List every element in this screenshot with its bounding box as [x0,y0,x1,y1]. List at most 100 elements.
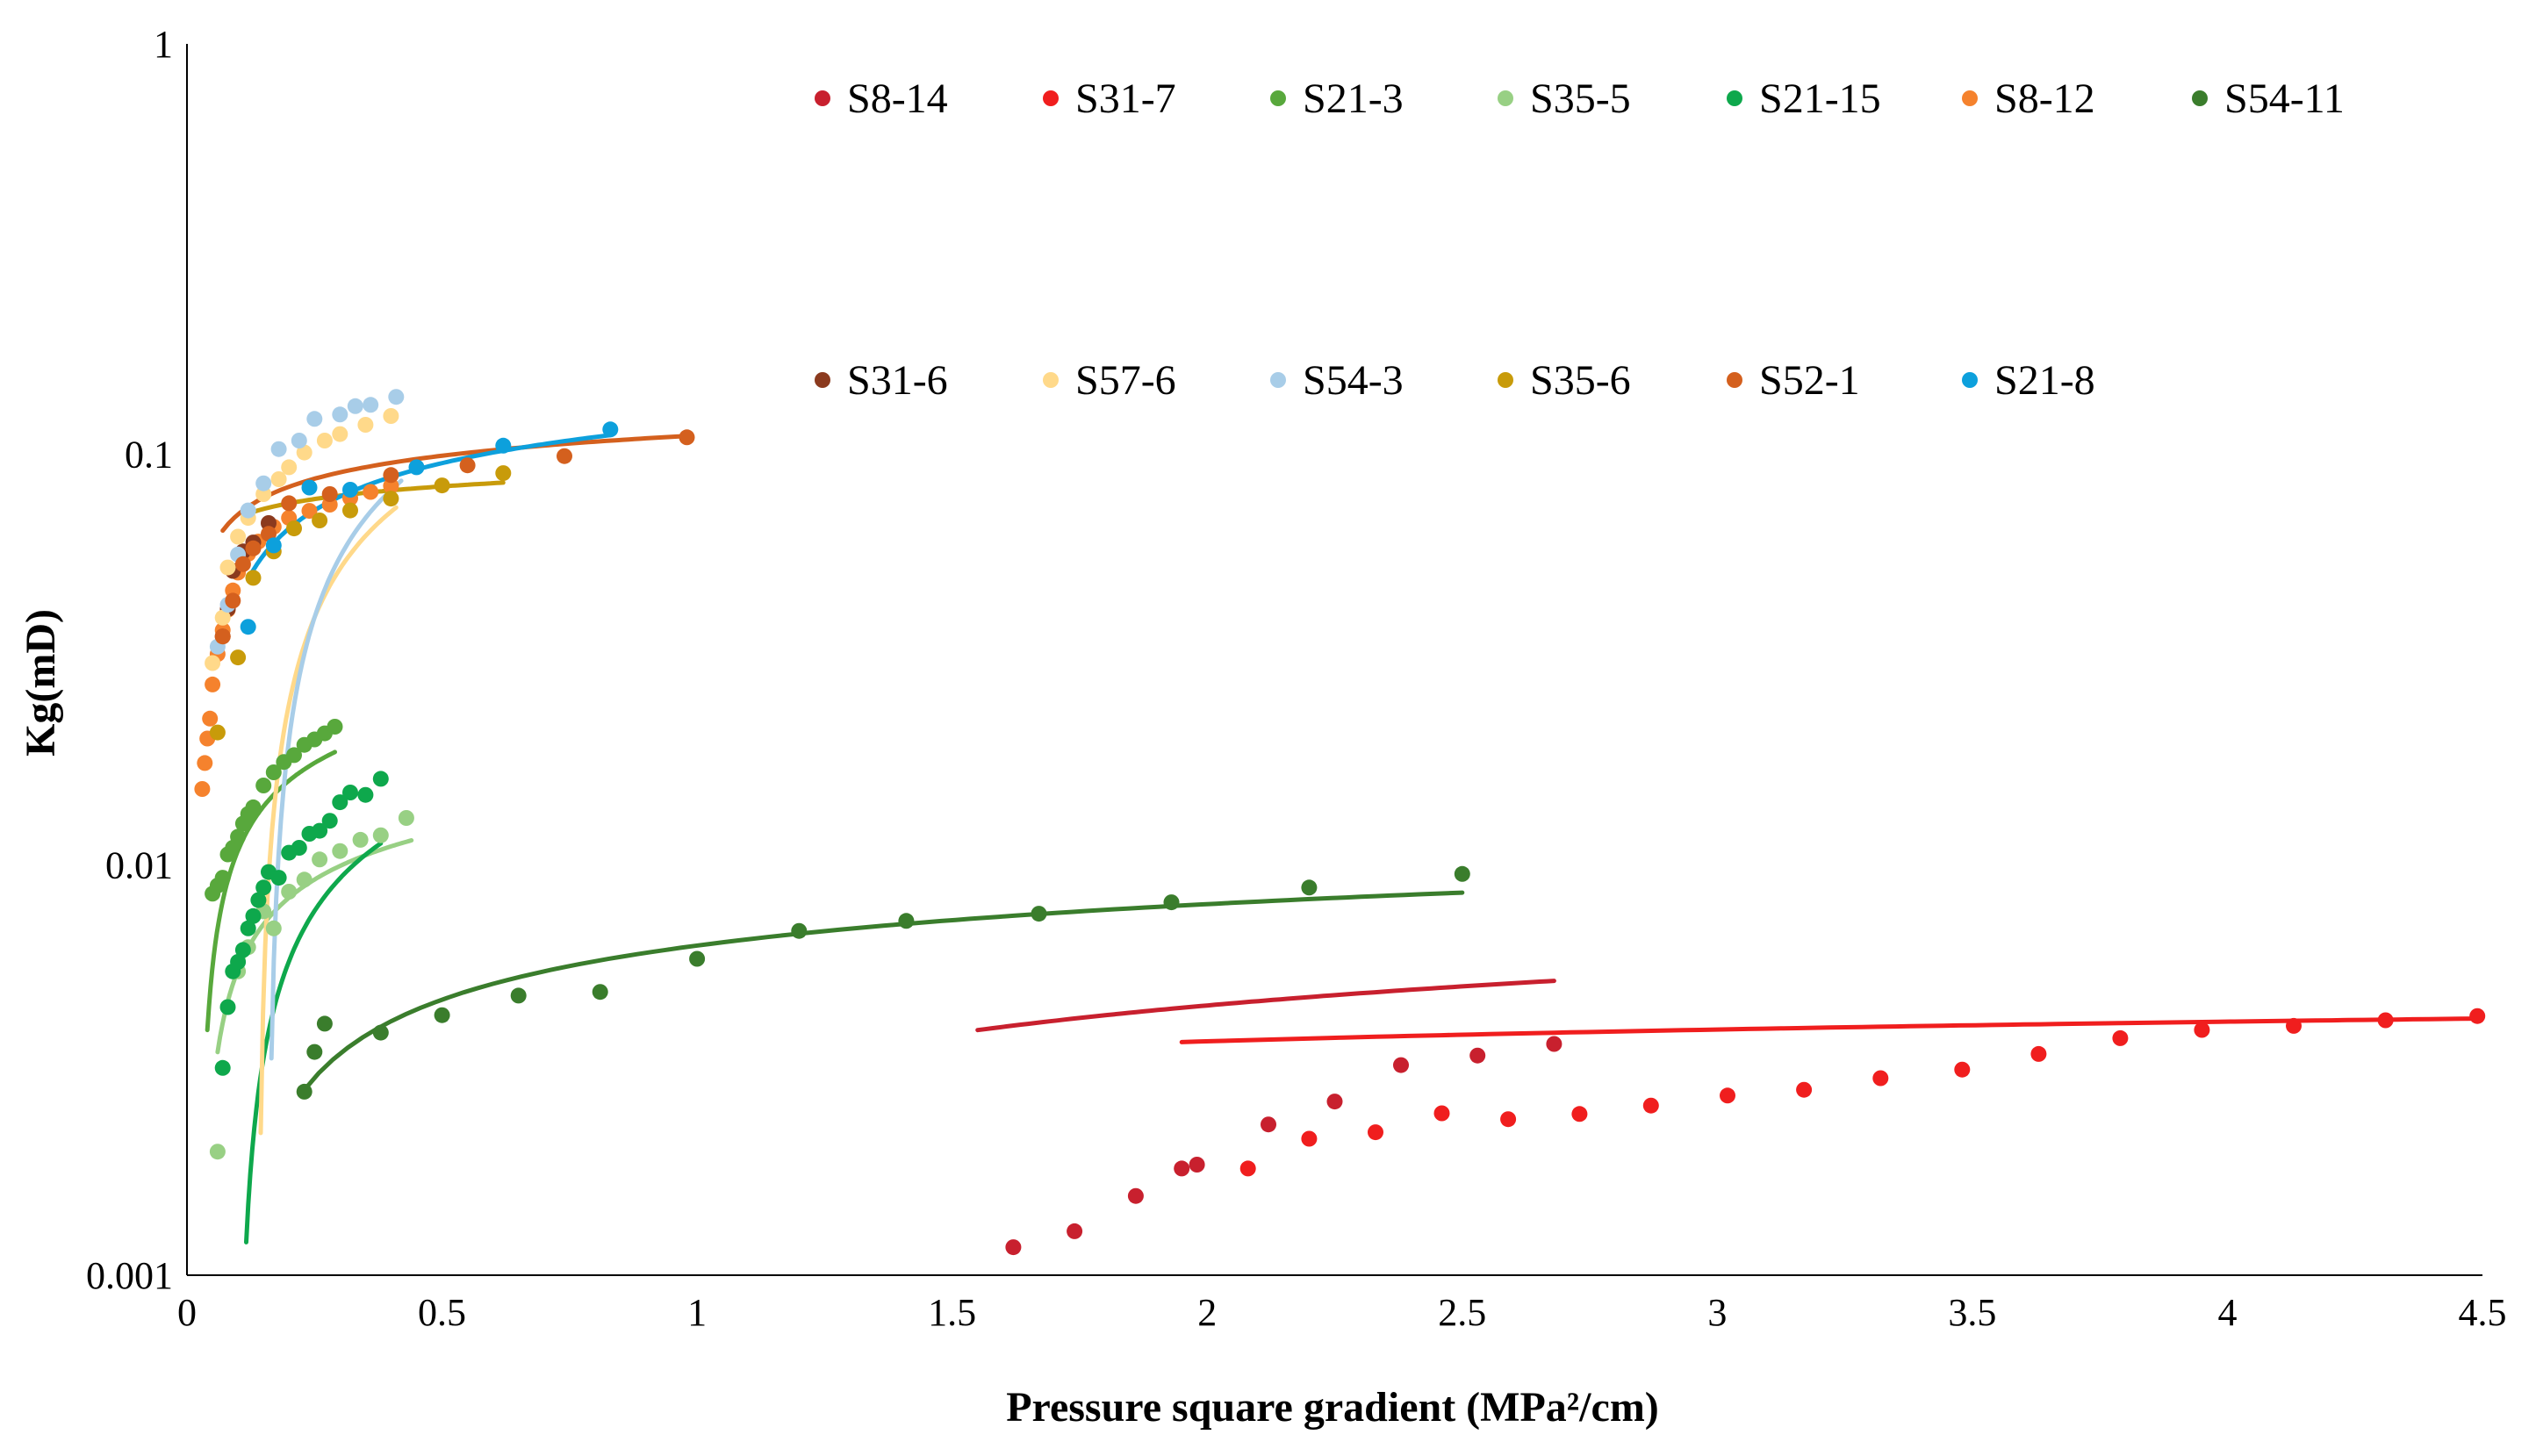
legend-marker-s8-14 [815,90,830,106]
data-point-s52-1 [557,448,572,464]
data-point-s31-7 [2469,1008,2486,1024]
data-point-s54-11 [592,984,608,1001]
data-point-s31-7 [1500,1111,1517,1128]
x-tick-label: 1.5 [928,1291,976,1334]
data-point-s52-1 [459,457,476,474]
legend-marker-s54-3 [1270,372,1286,388]
data-point-s52-1 [234,556,251,572]
trendline-s52-1 [220,434,689,534]
data-point-s54-3 [240,502,256,519]
data-point-s35-5 [352,831,369,848]
data-point-s35-6 [245,570,262,586]
data-point-s54-3 [347,398,363,414]
legend-marker-s21-3 [1270,90,1286,106]
data-point-s21-3 [255,778,272,793]
y-tick-label: 0.001 [86,1254,173,1297]
legend-marker-s35-5 [1498,90,1513,106]
data-point-s54-11 [434,1007,450,1023]
data-point-s35-5 [296,871,313,888]
y-tick-label: 0.1 [125,434,173,477]
data-point-s21-15 [357,786,374,803]
trendline-s54-11 [302,890,1465,1093]
data-point-s35-6 [230,649,247,666]
legend-label-s54-11: S54-11 [2224,75,2345,122]
data-point-s21-8 [342,482,358,498]
data-point-s31-7 [2286,1017,2302,1034]
data-point-s35-6 [286,520,302,537]
data-point-s57-6 [357,417,374,433]
x-tick-label: 0 [177,1291,197,1334]
data-point-s54-11 [791,922,808,939]
data-point-s31-6 [261,515,277,531]
data-point-s54-3 [270,441,287,457]
axes: 0 0.5 1 1.5 2 2.5 3 3.5 4 4.5 0.001 0.01 0.1 1 [86,23,2507,1334]
legend-label-s31-6: S31-6 [847,357,948,404]
data-point-s31-7 [1239,1160,1256,1177]
data-point-s52-1 [383,467,399,484]
data-point-s8-14 [1393,1057,1409,1073]
data-point-s52-1 [214,628,231,645]
x-tick-label: 4 [2217,1291,2237,1334]
data-point-s35-5 [209,1144,226,1160]
data-point-s21-8 [602,421,619,438]
legend-marker-s21-8 [1962,372,1978,388]
trendline-s21-15 [244,841,384,1244]
data-point-s57-6 [296,444,313,461]
data-point-s54-11 [1031,906,1047,922]
legend: S8-14 S31-7 S21-3 S35-5 S21-15 S8-12 S54-11 S31… [815,75,2345,404]
data-point-s57-6 [214,609,231,626]
data-point-s21-3 [230,828,247,845]
trendline-s57-6 [258,505,399,1136]
data-point-s54-11 [306,1044,323,1060]
trendlines [205,433,2480,1244]
data-point-s57-6 [281,459,298,476]
x-tick-label: 3.5 [1948,1291,1996,1334]
data-point-s8-12 [197,755,213,771]
data-point-s31-7 [1571,1106,1588,1122]
legend-marker-s52-1 [1727,372,1742,388]
y-axis-title: Kg(mD) [18,609,64,757]
data-point-s54-3 [363,397,379,413]
legend-label-s52-1: S52-1 [1759,357,1860,404]
data-point-s31-7 [2194,1022,2210,1038]
data-point-s54-11 [898,913,915,929]
data-point-s8-14 [1189,1157,1205,1173]
data-point-s21-3 [327,719,343,735]
data-point-s52-1 [321,486,338,502]
data-point-s21-8 [408,459,425,476]
data-point-s57-6 [230,528,247,545]
data-point-s8-14 [1174,1160,1190,1177]
data-point-s31-7 [1368,1124,1383,1141]
data-point-s35-5 [372,827,389,843]
data-point-s57-6 [383,408,399,424]
data-point-s35-6 [383,491,399,507]
data-point-s8-14 [1469,1047,1486,1064]
data-point-s21-15 [255,879,272,896]
data-point-s21-15 [321,813,338,829]
legend-marker-s21-15 [1727,90,1742,106]
data-point-s21-15 [372,771,389,787]
data-point-s21-15 [219,999,236,1015]
data-point-s52-1 [225,592,241,609]
data-point-s8-12 [202,710,219,727]
data-point-s31-7 [1433,1105,1450,1122]
data-point-s57-6 [270,471,287,487]
data-point-s54-3 [332,406,348,423]
data-point-s21-3 [286,747,302,764]
legend-marker-s57-6 [1043,372,1059,388]
data-point-s35-6 [434,477,450,494]
data-point-s54-11 [510,987,527,1004]
data-point-s21-8 [495,437,512,454]
data-point-s54-3 [255,475,272,491]
data-point-s57-6 [316,433,333,448]
data-point-s21-15 [240,920,256,936]
legend-label-s21-3: S21-3 [1303,75,1404,122]
data-point-s21-15 [342,785,358,800]
data-point-s31-7 [2377,1012,2394,1029]
data-point-s54-11 [1301,879,1318,896]
data-point-s8-14 [1067,1223,1083,1239]
data-point-s54-11 [316,1015,333,1032]
data-point-s21-15 [312,822,328,839]
data-point-s54-11 [1454,865,1470,882]
data-point-s8-14 [1546,1036,1563,1052]
